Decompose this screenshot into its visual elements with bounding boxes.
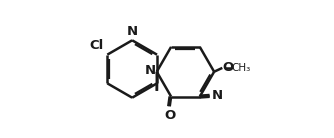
Text: CH₃: CH₃ xyxy=(232,63,251,73)
Text: N: N xyxy=(145,64,156,77)
Text: O: O xyxy=(164,109,175,122)
Text: N: N xyxy=(127,25,138,38)
Text: Cl: Cl xyxy=(89,39,104,52)
Text: O: O xyxy=(223,61,234,74)
Text: N: N xyxy=(212,89,223,102)
